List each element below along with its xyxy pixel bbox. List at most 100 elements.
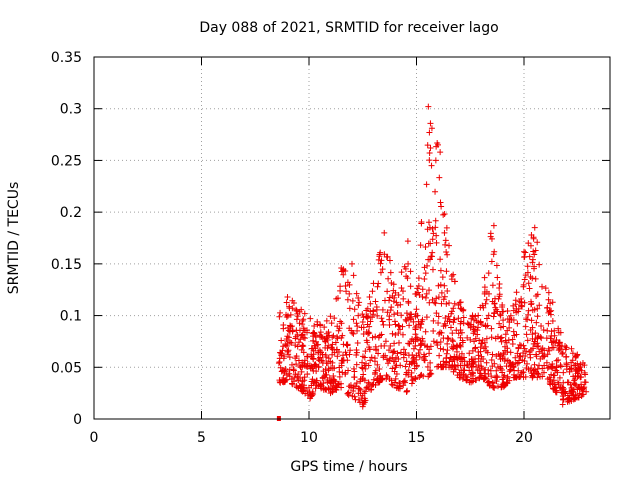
data-point [479, 302, 486, 309]
data-point [423, 314, 430, 321]
data-point [395, 322, 402, 329]
data-point [380, 352, 387, 359]
data-point [430, 230, 437, 237]
data-point [511, 374, 518, 381]
data-point [393, 362, 400, 369]
data-point [503, 363, 510, 370]
data-point [483, 359, 490, 366]
data-point [491, 248, 498, 255]
data-point [557, 362, 564, 369]
data-point [573, 352, 580, 359]
data-point [295, 385, 302, 392]
data-point [393, 370, 400, 377]
data-point [413, 363, 420, 370]
data-point [489, 282, 496, 289]
data-point [488, 258, 495, 265]
data-point [419, 316, 426, 323]
data-point [504, 327, 511, 334]
data-point [486, 382, 493, 389]
data-point [287, 339, 294, 346]
data-point [468, 363, 475, 370]
data-point [528, 346, 535, 353]
data-point [519, 356, 526, 363]
data-point [402, 350, 409, 357]
data-point [368, 386, 375, 393]
data-point [312, 338, 319, 345]
data-point [531, 361, 538, 368]
data-point [560, 369, 567, 376]
data-point [343, 341, 350, 348]
data-point [383, 372, 390, 379]
data-point [364, 321, 371, 328]
data-point [391, 311, 398, 318]
data-point [412, 342, 419, 349]
data-point [529, 324, 536, 331]
data-point [485, 290, 492, 297]
y-tick-label: 0.35 [51, 50, 82, 66]
data-point [500, 350, 507, 357]
data-point [536, 261, 543, 268]
data-point [566, 398, 573, 405]
data-point [525, 280, 532, 287]
data-point [442, 241, 449, 248]
data-point [504, 373, 511, 380]
data-point [491, 384, 498, 391]
data-point [472, 344, 479, 351]
data-point [464, 361, 471, 368]
data-point [355, 302, 362, 309]
data-point [299, 342, 306, 349]
data-point [537, 373, 544, 380]
data-point [342, 371, 349, 378]
data-point [436, 174, 443, 181]
data-point [395, 355, 402, 362]
data-point [544, 375, 551, 382]
data-point [488, 235, 495, 242]
data-point [384, 253, 391, 260]
data-point [533, 319, 540, 326]
data-point [338, 320, 345, 327]
data-point [460, 314, 467, 321]
data-point [321, 324, 328, 331]
data-point [358, 324, 365, 331]
data-point [522, 373, 529, 380]
data-point [386, 297, 393, 304]
data-point [515, 359, 522, 366]
data-point [457, 343, 464, 350]
data-point [534, 370, 541, 377]
data-point [392, 331, 399, 338]
data-point [473, 317, 480, 324]
data-point [427, 145, 434, 152]
data-point [283, 371, 290, 378]
data-point [469, 370, 476, 377]
data-point [574, 360, 581, 367]
data-point [370, 376, 377, 383]
data-point [351, 383, 358, 390]
data-point [530, 235, 537, 242]
data-point [559, 351, 566, 358]
data-point [564, 379, 571, 386]
data-point [333, 295, 340, 302]
data-point [437, 256, 444, 263]
data-point [386, 375, 393, 382]
data-point [333, 383, 340, 390]
data-point [450, 368, 457, 375]
data-point [430, 338, 437, 345]
data-point [568, 345, 575, 352]
data-point [416, 353, 423, 360]
data-point [359, 311, 366, 318]
data-point [545, 309, 552, 316]
data-point [362, 365, 369, 372]
data-point [376, 253, 383, 260]
data-point [529, 335, 536, 342]
data-point [324, 336, 331, 343]
y-tick-label: 0.2 [60, 205, 82, 221]
data-point [496, 320, 503, 327]
data-point [530, 248, 537, 255]
data-point [402, 379, 409, 386]
data-point [497, 363, 504, 370]
data-point [448, 310, 455, 317]
data-point [491, 360, 498, 367]
data-point [413, 290, 420, 297]
data-point [399, 331, 406, 338]
data-point [504, 307, 511, 314]
